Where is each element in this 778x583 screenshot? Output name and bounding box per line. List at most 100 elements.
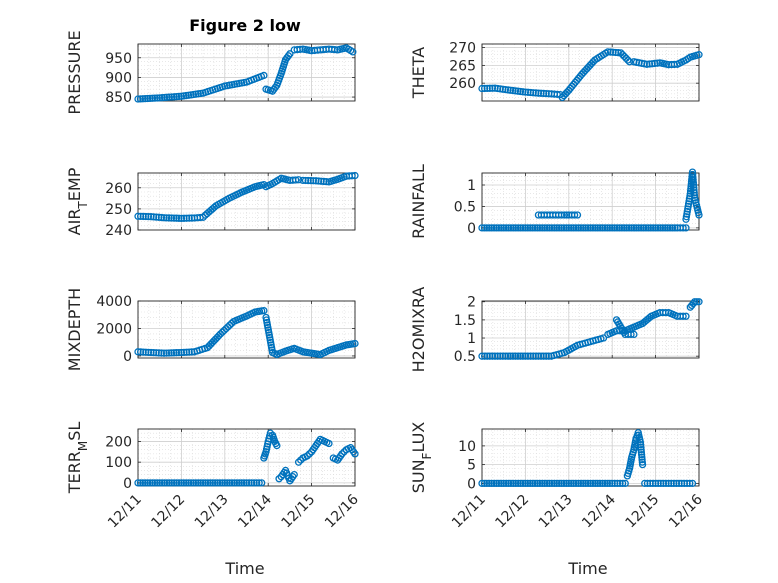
- data-point: [255, 479, 263, 487]
- y-tick-label: 200: [105, 434, 132, 450]
- series-markers: [134, 429, 359, 487]
- data-point: [572, 224, 580, 232]
- data-point: [509, 352, 517, 360]
- data-point: [618, 479, 627, 488]
- data-point: [582, 224, 590, 232]
- data-point: [187, 479, 195, 487]
- data-point: [579, 224, 587, 232]
- y-tick-label: 0: [123, 349, 132, 365]
- data-point: [136, 348, 145, 356]
- data-point: [149, 348, 158, 357]
- y-tick-label: 0.5: [454, 199, 476, 215]
- y-tick-label: 900: [105, 70, 132, 86]
- data-point: [294, 458, 303, 466]
- data-point: [649, 479, 657, 488]
- y-axis-label-part: T: [76, 201, 90, 210]
- data-point: [185, 348, 193, 356]
- x-tick-label: 12/13: [536, 492, 576, 532]
- data-point: [664, 479, 673, 488]
- data-point: [611, 479, 619, 488]
- data-point: [206, 479, 214, 487]
- data-point: [662, 479, 670, 488]
- data-point: [537, 352, 545, 360]
- data-point: [496, 85, 504, 93]
- data-point: [294, 176, 303, 184]
- data-point: [598, 224, 607, 232]
- data-point: [670, 60, 679, 69]
- data-point: [199, 479, 207, 487]
- data-point: [491, 84, 499, 92]
- data-point: [627, 330, 635, 339]
- data-point: [180, 214, 188, 222]
- data-point: [620, 224, 628, 232]
- data-point: [594, 224, 602, 232]
- data-point: [526, 352, 535, 360]
- data-point: [516, 352, 525, 360]
- x-tick-label: 12/12: [148, 492, 188, 532]
- data-point: [296, 45, 304, 54]
- data-point: [348, 172, 356, 180]
- data-point: [165, 479, 173, 487]
- data-point: [651, 59, 659, 68]
- data-point: [649, 224, 657, 232]
- data-point: [180, 348, 188, 357]
- data-point: [688, 479, 697, 488]
- data-point: [541, 479, 549, 488]
- data-point: [488, 352, 497, 360]
- data-point: [560, 211, 569, 219]
- data-point: [230, 479, 239, 487]
- data-point: [538, 479, 546, 488]
- data-point: [216, 479, 224, 487]
- data-point: [604, 48, 612, 56]
- data-point: [689, 176, 697, 184]
- y-axis-label-part: RAINFALL: [409, 164, 428, 239]
- data-point: [134, 348, 142, 356]
- data-point: [496, 352, 504, 360]
- data-point: [610, 224, 619, 232]
- y-tick-label: 100: [105, 455, 132, 471]
- data-point: [157, 213, 166, 222]
- data-point: [148, 479, 157, 487]
- data-point: [172, 479, 181, 487]
- data-point: [209, 479, 217, 487]
- y-axis-label-part: M: [76, 441, 90, 451]
- data-point: [170, 214, 178, 222]
- data-point: [136, 479, 145, 487]
- data-point: [612, 48, 620, 57]
- data-point: [638, 455, 646, 464]
- data-point: [144, 348, 153, 357]
- data-point: [136, 95, 145, 103]
- minor-grid: [482, 173, 699, 230]
- data-point: [175, 348, 183, 357]
- data-point: [299, 176, 307, 185]
- data-point: [572, 479, 580, 488]
- data-point: [314, 177, 323, 185]
- data-point: [539, 89, 548, 98]
- data-point: [143, 479, 152, 487]
- minor-grid: [138, 44, 355, 101]
- data-point: [507, 224, 515, 232]
- data-point: [177, 214, 186, 223]
- data-point: [495, 479, 503, 488]
- data-point: [486, 84, 494, 92]
- data-point: [638, 453, 646, 461]
- data-point: [542, 89, 550, 98]
- data-point: [301, 176, 310, 185]
- minor-grid: [482, 301, 699, 358]
- data-point: [478, 84, 486, 93]
- y-axis-label-part: AIR: [65, 209, 84, 236]
- axes-box: [481, 300, 700, 359]
- data-point: [596, 224, 604, 232]
- data-point: [526, 479, 534, 488]
- data-point: [598, 479, 607, 488]
- y-tick-label: 0.5: [454, 349, 476, 365]
- x-tick-label: 12/16: [666, 491, 706, 531]
- data-point: [689, 181, 698, 189]
- data-point: [579, 479, 587, 488]
- data-point: [144, 212, 153, 221]
- data-point: [167, 214, 176, 222]
- data-point: [531, 479, 539, 488]
- data-point: [516, 479, 525, 488]
- data-point: [627, 224, 636, 232]
- data-point: [608, 224, 616, 232]
